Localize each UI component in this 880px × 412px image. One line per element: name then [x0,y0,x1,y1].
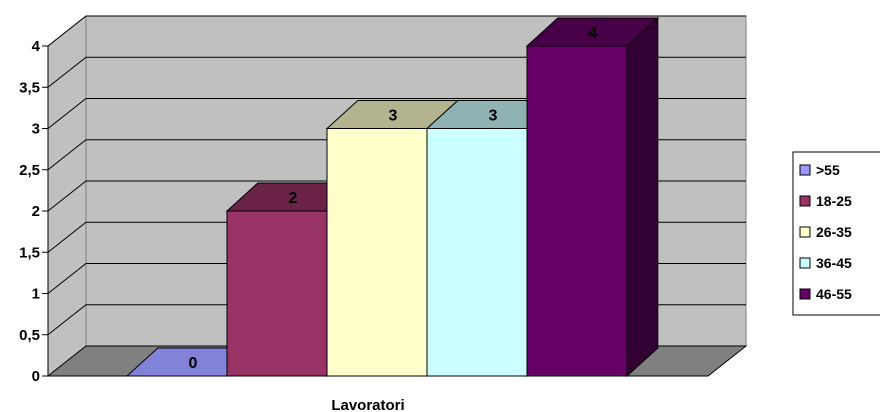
legend-item: 26-35 [799,224,852,240]
data-label: 4 [589,25,598,42]
y-tick-label: 3,5 [19,79,40,96]
legend-label: 36-45 [816,255,852,271]
legend-item: 46-55 [799,286,852,302]
y-tick-label: 4 [32,38,41,55]
bar-side [626,16,659,378]
y-tick-label: 3 [32,121,40,138]
legend-swatch [799,195,811,207]
bar-front [526,45,628,377]
legend-label: 26-35 [816,224,852,240]
bar-5 [525,16,660,378]
value-axis: 0 0,5 1 1,5 2 2,5 3 3,5 4 [19,38,49,385]
y-tick-label: 1 [32,286,40,303]
gridline [47,98,746,129]
legend-label: >55 [816,162,840,178]
bar-front [426,128,528,377]
legend-label: 18-25 [816,193,852,209]
y-tick-label: 2 [32,203,40,220]
data-label: 3 [389,108,398,125]
y-tick-label: 0 [32,368,40,385]
data-label: 2 [289,190,298,207]
legend-swatch [799,164,811,176]
legend-item: 36-45 [799,255,852,271]
y-tick-label: 0,5 [19,327,40,344]
bar-front [326,128,428,377]
gridline [47,15,746,47]
legend-label: 46-55 [816,286,852,302]
y-tick-label: 1,5 [19,244,40,261]
legend-swatch [799,226,811,238]
data-label: 3 [489,108,498,125]
legend: >55 18-25 26-35 36-45 46-55 [792,151,880,316]
legend-swatch [799,288,811,300]
data-labels: 0 2 3 3 4 [189,25,598,372]
legend-swatch [799,257,811,269]
legend-item: 18-25 [799,193,852,209]
bar-top [525,17,660,47]
bar-front [226,210,328,377]
y-tick-label: 2,5 [19,162,40,179]
x-axis-label: Lavoratori [331,397,404,412]
legend-item: >55 [799,162,840,178]
gridline [47,56,746,88]
data-label: 0 [189,355,198,372]
bars [125,16,660,378]
